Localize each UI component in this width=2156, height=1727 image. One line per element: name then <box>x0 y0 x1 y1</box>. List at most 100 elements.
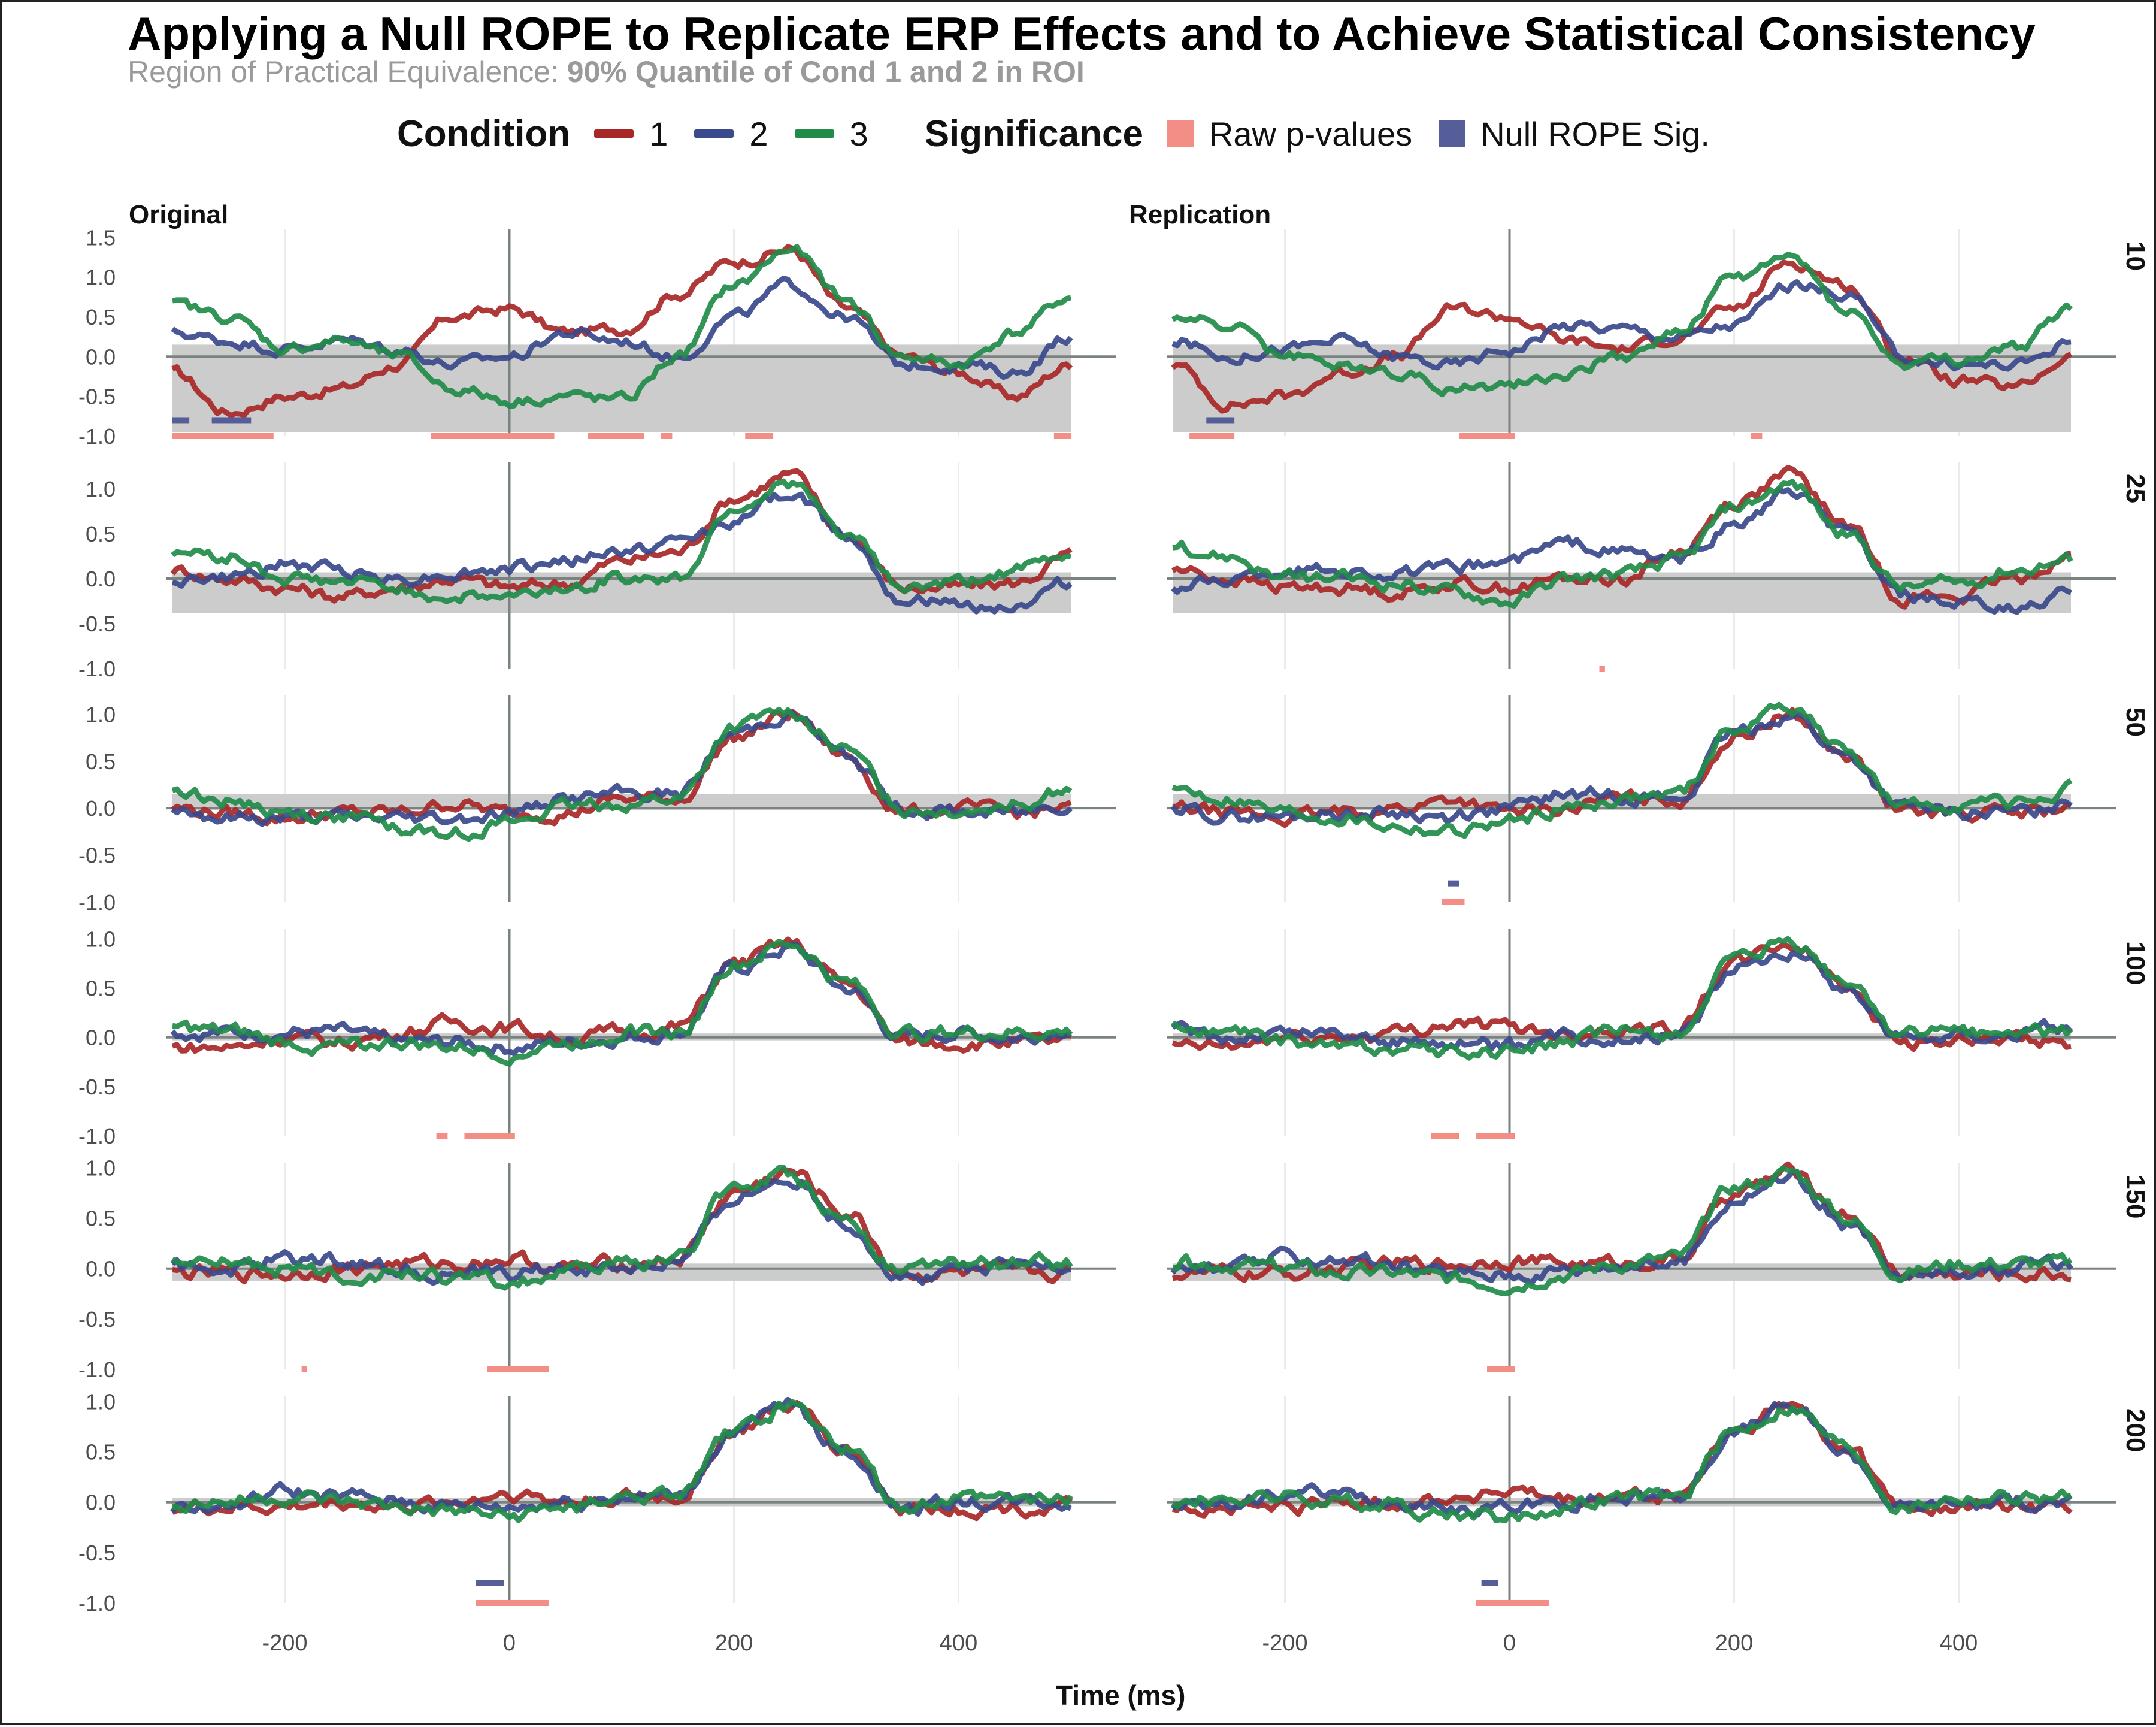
legend-key-rope-sig <box>1439 120 1465 147</box>
y-tick-label: 0.0 <box>86 796 116 821</box>
raw-p-marker <box>1459 433 1515 439</box>
series-line-cond2 <box>1171 486 2072 615</box>
y-tick-label: 1.0 <box>86 265 116 290</box>
series-line-cond2 <box>170 1178 1071 1286</box>
y-tick-label: -1.0 <box>78 657 116 681</box>
y-tick-label: 1.5 <box>86 225 116 250</box>
y-tick-label: 0.5 <box>86 1440 116 1465</box>
row-strip-25: 25 <box>2121 474 2150 503</box>
raw-p-marker <box>745 433 774 439</box>
y-tick-label: -1.0 <box>78 1591 116 1616</box>
legend-label-cond2: 2 <box>749 114 768 153</box>
raw-p-marker <box>1599 666 1605 672</box>
legend-label-rope-sig: Null ROPE Sig. <box>1480 114 1710 153</box>
rope-sig-marker <box>1481 1580 1498 1586</box>
raw-p-marker <box>436 1133 448 1139</box>
y-tick-label: 1.0 <box>86 477 116 501</box>
facet-title-replication: Replication <box>1129 200 1271 229</box>
legend-label-cond3: 3 <box>849 114 868 153</box>
series-line-cond3 <box>1171 1165 2073 1296</box>
raw-p-marker <box>464 1133 515 1139</box>
row-strip-150: 150 <box>2121 1175 2150 1218</box>
y-tick-label: -0.5 <box>78 1307 116 1332</box>
x-tick-label: 400 <box>1940 1631 1978 1656</box>
y-tick-label: 0.0 <box>86 1490 116 1515</box>
raw-p-marker <box>1431 1133 1459 1139</box>
raw-p-marker <box>1189 433 1235 439</box>
raw-p-marker <box>661 433 673 439</box>
series-line-cond3 <box>1171 252 2073 398</box>
series-line-cond3 <box>1171 1405 2072 1523</box>
x-axis-title: Time (ms) <box>1056 1680 1186 1711</box>
series-line-cond3 <box>172 1399 1073 1523</box>
y-tick-label: 0.5 <box>86 522 116 546</box>
legend-key-cond1 <box>594 129 634 138</box>
series-line-cond1 <box>170 468 1073 604</box>
y-tick-label: -1.0 <box>78 424 116 449</box>
y-tick-label: -0.5 <box>78 843 116 868</box>
y-tick-label: 0.0 <box>86 567 116 591</box>
row-strip-50: 50 <box>2121 707 2150 737</box>
y-tick-label: -0.5 <box>78 1541 116 1565</box>
legend-key-raw-p <box>1167 120 1194 147</box>
subtitle-bold: 90% Quantile of Cond 1 and 2 in ROI <box>567 55 1085 89</box>
y-tick-label: -1.0 <box>78 890 116 915</box>
raw-p-marker <box>1476 1133 1515 1139</box>
subtitle-prefix: Region of Practical Equivalence: <box>128 55 559 89</box>
x-tick-label: -200 <box>1262 1631 1307 1656</box>
legend-label-raw-p: Raw p-values <box>1209 114 1413 153</box>
series-line-cond3 <box>171 706 1073 842</box>
y-tick-label: -0.5 <box>78 1075 116 1099</box>
series-line-cond3 <box>171 1165 1073 1291</box>
raw-p-marker <box>172 433 274 439</box>
raw-p-marker <box>1487 1366 1515 1372</box>
rope-sig-marker <box>1448 880 1459 887</box>
legend-label-cond1: 1 <box>649 114 668 153</box>
y-tick-label: 1.0 <box>86 1389 116 1414</box>
chart-title: Applying a Null ROPE to Replicate ERP Ef… <box>128 7 2036 60</box>
raw-p-marker <box>588 433 644 439</box>
series-line-cond3 <box>1171 936 2073 1061</box>
y-tick-label: 0.0 <box>86 1026 116 1050</box>
y-tick-label: 0.5 <box>86 749 116 774</box>
y-tick-label: -1.0 <box>78 1357 116 1382</box>
facet-title-original: Original <box>129 200 228 229</box>
y-tick-label: 0.0 <box>86 1257 116 1281</box>
raw-p-marker <box>1751 433 1763 439</box>
rope-sig-marker <box>476 1580 504 1586</box>
y-tick-label: 0.5 <box>86 976 116 1001</box>
y-tick-label: 1.0 <box>86 702 116 727</box>
y-tick-label: -1.0 <box>78 1124 116 1148</box>
series-line-cond2 <box>1170 1169 2073 1286</box>
raw-p-marker <box>487 1366 549 1372</box>
raw-p-marker <box>476 1600 549 1606</box>
series-line-cond3 <box>1171 701 2073 839</box>
y-tick-label: 1.0 <box>86 927 116 951</box>
x-tick-label: 0 <box>503 1631 516 1656</box>
x-tick-label: -200 <box>262 1631 307 1656</box>
rope-sig-marker <box>211 417 252 424</box>
y-tick-label: 0.0 <box>86 344 116 369</box>
legend-key-cond3 <box>794 129 834 138</box>
x-tick-label: 200 <box>1715 1631 1753 1656</box>
y-tick-label: 0.5 <box>86 305 116 329</box>
raw-p-marker <box>1053 433 1071 439</box>
y-tick-label: -0.5 <box>78 612 116 636</box>
y-tick-label: 1.0 <box>86 1156 116 1180</box>
raw-p-marker <box>301 1366 307 1372</box>
series-line-cond2 <box>171 491 1073 615</box>
row-strip-100: 100 <box>2121 941 2150 985</box>
series-line-cond1 <box>1171 942 2072 1052</box>
series-line-cond3 <box>171 478 1072 605</box>
series-line-cond2 <box>1171 1401 2073 1519</box>
legend-key-cond2 <box>694 129 734 138</box>
legend: Condition 1 2 3 Significance Raw p-value… <box>397 107 1736 161</box>
x-tick-label: 200 <box>715 1631 753 1656</box>
series-line-cond3 <box>172 244 1071 409</box>
x-tick-label: 0 <box>1503 1631 1516 1656</box>
raw-p-marker <box>1476 1600 1549 1606</box>
row-strip-200: 200 <box>2121 1408 2150 1452</box>
series-line-cond3 <box>1172 479 2073 609</box>
rope-sig-marker <box>172 417 190 424</box>
